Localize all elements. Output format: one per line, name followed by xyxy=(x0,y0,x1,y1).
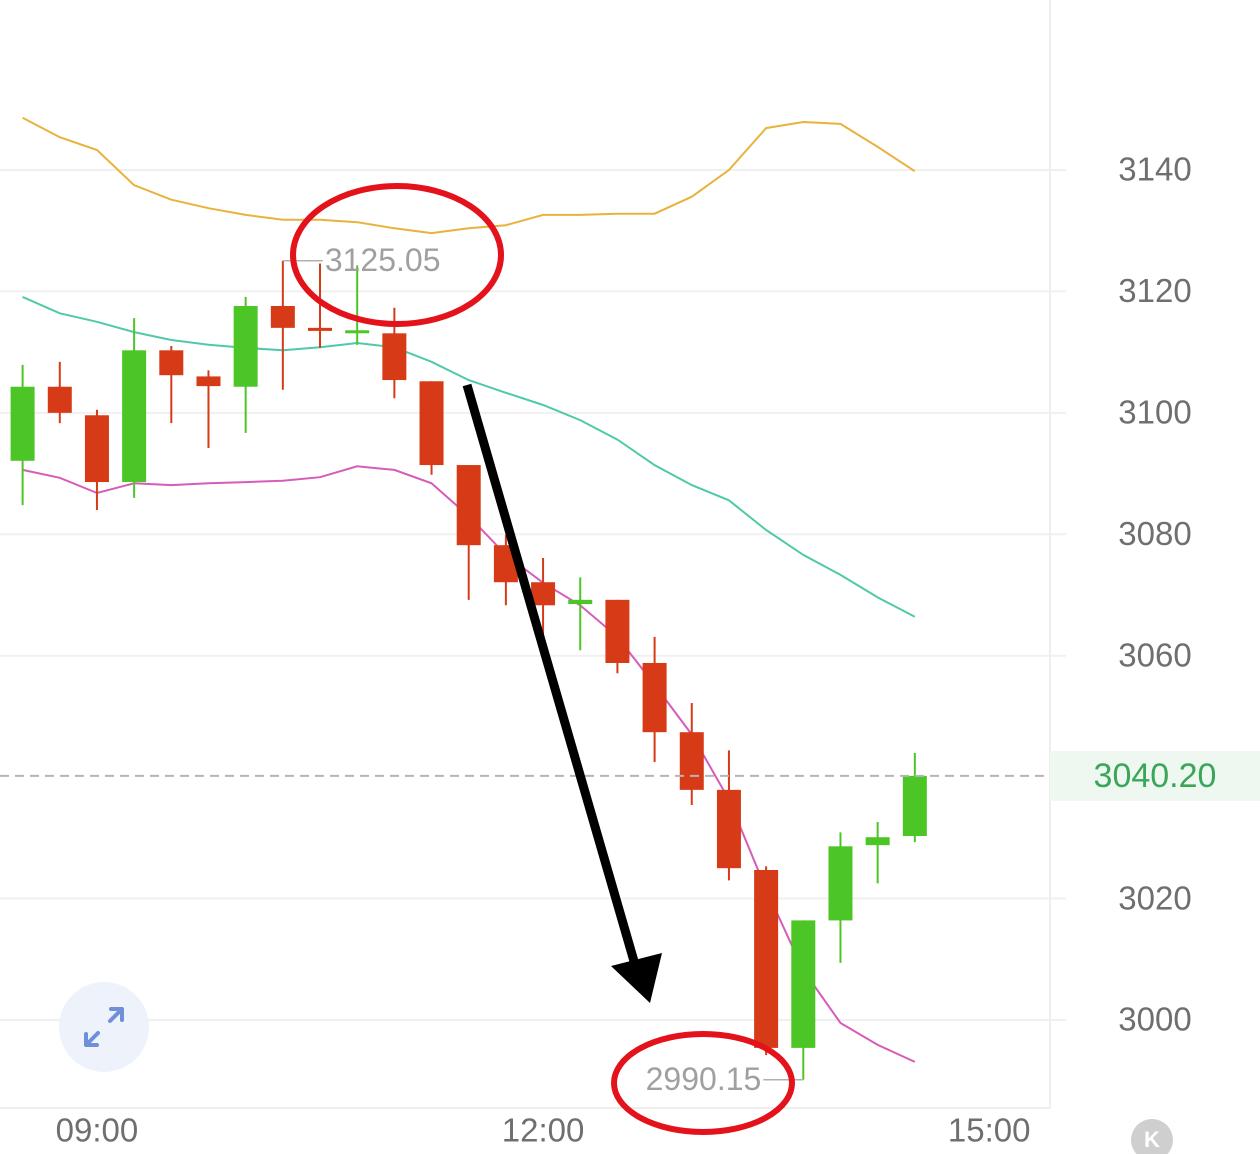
candle-body xyxy=(159,350,184,376)
band-line xyxy=(22,116,916,235)
candle-body xyxy=(716,789,741,869)
candle-body xyxy=(679,732,704,790)
candle-body xyxy=(642,662,667,733)
band-line xyxy=(22,295,916,618)
candle-body xyxy=(10,386,35,461)
x-tick-label: 12:00 xyxy=(502,1112,585,1149)
kline-button[interactable]: K xyxy=(1131,1119,1173,1154)
expand-button-bg xyxy=(59,982,149,1072)
grid: 3000 3020 3060 3080 3100 3120 3140 09:00 12:00 15… xyxy=(0,151,1192,1149)
expand-button[interactable] xyxy=(59,982,149,1072)
candle-body xyxy=(308,327,333,331)
kline-button-bg xyxy=(1131,1119,1173,1154)
high-label: 3125.05 xyxy=(325,242,441,278)
candle-body xyxy=(419,381,444,466)
x-tick-label: 15:00 xyxy=(948,1112,1031,1149)
candles xyxy=(10,260,927,1080)
candle-body xyxy=(382,333,407,381)
candle-body xyxy=(568,599,593,605)
candle-body xyxy=(233,305,258,387)
trend-arrow-head xyxy=(611,953,662,1003)
y-tick-label: 3060 xyxy=(1118,636,1191,673)
kline-button-label: K xyxy=(1144,1127,1160,1152)
candle-body xyxy=(196,376,221,387)
candle-body xyxy=(345,330,370,334)
y-tick-label: 3000 xyxy=(1118,1001,1191,1038)
candle-body xyxy=(84,415,109,483)
y-tick-label: 3120 xyxy=(1118,272,1191,309)
y-tick-label: 3020 xyxy=(1118,879,1191,916)
expand-icon xyxy=(84,1007,124,1047)
candle-body xyxy=(456,465,481,546)
highlight-circle xyxy=(611,1031,795,1135)
candle-body xyxy=(754,870,779,1048)
candle-body xyxy=(791,920,816,1048)
candle-body xyxy=(902,775,927,837)
annotations: 3125.05 2990.15 3040.20 xyxy=(0,242,1260,1097)
candle-body xyxy=(47,386,72,413)
candle-body xyxy=(122,350,147,483)
last-price-label: 3040.20 xyxy=(1094,757,1217,795)
candle-body xyxy=(865,837,890,846)
highlight-circle xyxy=(290,183,504,327)
y-tick-label: 3140 xyxy=(1118,151,1191,188)
x-tick-label: 09:00 xyxy=(56,1112,139,1149)
candle-body xyxy=(531,582,556,606)
candle-body xyxy=(605,599,630,663)
low-label: 2990.15 xyxy=(646,1061,762,1097)
trend-arrow xyxy=(462,383,643,977)
candle-body xyxy=(828,846,853,921)
y-tick-label: 3100 xyxy=(1118,394,1191,431)
candle-body xyxy=(270,305,295,328)
y-tick-label: 3080 xyxy=(1118,515,1191,552)
last-price-bg xyxy=(1050,750,1260,801)
